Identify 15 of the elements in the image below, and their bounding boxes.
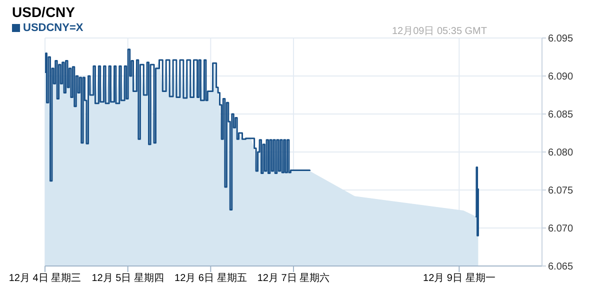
legend-label: USDCNY=X xyxy=(23,22,84,34)
y-tick-label: 6.075 xyxy=(548,186,574,197)
y-tick-label: 6.065 xyxy=(548,262,574,273)
chart-subtitle: 12月09日 05:35 GMT xyxy=(392,25,487,38)
x-tick-label: 12月 6日 星期五 xyxy=(174,272,247,284)
chart-title: USD/CNY xyxy=(12,4,76,20)
y-tick-label: 6.085 xyxy=(548,110,574,121)
x-tick-label: 12月 4日 星期三 xyxy=(8,272,82,284)
x-tick-label: 12月 9日 星期一 xyxy=(423,272,496,284)
y-tick-label: 6.070 xyxy=(548,224,574,235)
x-tick-label: 12月 7日 星期六 xyxy=(257,272,330,284)
y-tick-label: 6.095 xyxy=(548,34,574,45)
y-tick-label: 6.090 xyxy=(548,72,574,83)
y-tick-label: 6.080 xyxy=(548,148,574,159)
x-tick-label: 12月 5日 星期四 xyxy=(92,272,164,284)
